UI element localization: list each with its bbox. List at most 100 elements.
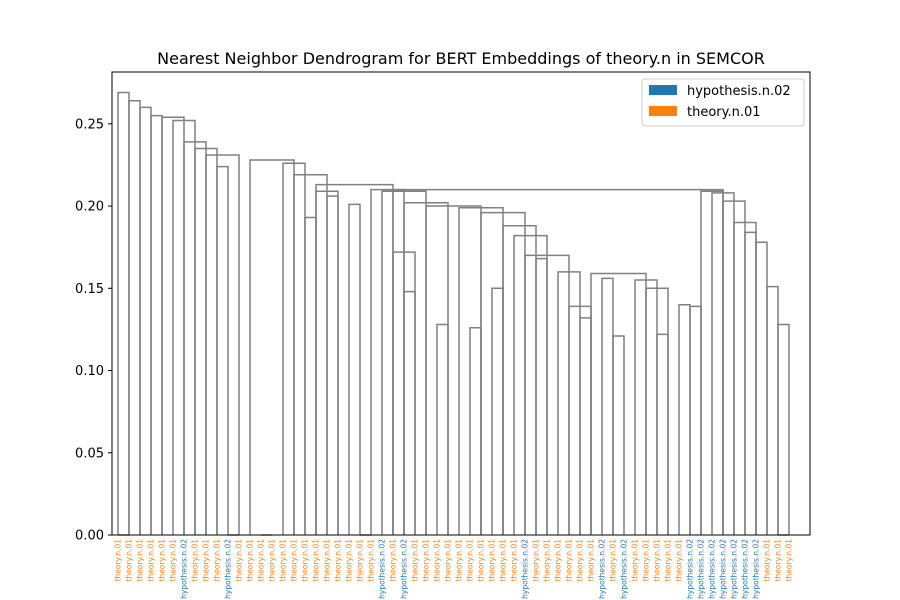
dendrogram-link (403, 290, 416, 535)
leaf-label: theory.n.01 (609, 539, 618, 582)
legend-box (641, 78, 805, 127)
leaf-label: theory.n.01 (477, 539, 486, 582)
legend: hypothesis.n.02 theory.n.01 (641, 78, 805, 127)
leaf-label: hypothesis.n.02 (686, 539, 695, 599)
leaf-label: theory.n.01 (246, 539, 255, 582)
dendrogram-link (249, 159, 295, 535)
leaf-label: theory.n.01 (257, 539, 266, 582)
plot-frame (111, 71, 811, 536)
leaf-label: theory.n.01 (433, 539, 442, 582)
leaf-label: hypothesis.n.02 (400, 539, 409, 599)
leaf-label: theory.n.01 (785, 539, 794, 582)
leaf-label: hypothesis.n.02 (224, 539, 233, 599)
dendrogram-link (590, 272, 647, 535)
y-tick-label: 0.15 (75, 282, 104, 297)
y-tick-label: 0.05 (75, 446, 104, 461)
y-axis: 0.00 0.05 0.10 0.15 0.20 0.25 (75, 117, 112, 544)
y-tick-label: 0.20 (75, 200, 104, 215)
leaf-label: theory.n.01 (554, 539, 563, 582)
legend-swatch-hypothesis (649, 85, 677, 95)
dendrogram-link (491, 287, 504, 535)
dendrogram-link (744, 231, 757, 535)
dendrogram-link (315, 183, 394, 535)
leaf-label: theory.n.01 (147, 539, 156, 582)
leaf-label: theory.n.01 (334, 539, 343, 582)
dendrogram-link (425, 205, 482, 535)
leaf-label: hypothesis.n.02 (598, 539, 607, 599)
dendrogram-link (117, 91, 130, 535)
leaf-label: theory.n.01 (631, 539, 640, 582)
leaf-label: theory.n.01 (455, 539, 464, 582)
dendrogram-link (469, 327, 482, 535)
dendrogram-link (128, 100, 141, 535)
chart-title: Nearest Neighbor Dendrogram for BERT Emb… (157, 49, 765, 68)
dendrogram-link (777, 323, 790, 535)
leaf-label: theory.n.01 (576, 539, 585, 582)
leaf-label: theory.n.01 (675, 539, 684, 582)
leaf-label: theory.n.01 (466, 539, 475, 582)
dendrogram-link (579, 317, 592, 535)
leaf-label: theory.n.01 (488, 539, 497, 582)
dendrogram-link (766, 285, 779, 535)
dendrogram-link (139, 106, 152, 535)
dendrogram-link (326, 195, 339, 535)
y-tick-label: 0.25 (75, 117, 104, 132)
leaf-label: theory.n.01 (290, 539, 299, 582)
leaf-label: hypothesis.n.02 (521, 539, 530, 599)
legend-label-theory: theory.n.01 (687, 105, 761, 120)
dendrogram-link (513, 234, 548, 535)
leaf-label: theory.n.01 (763, 539, 772, 582)
leaf-label: theory.n.01 (543, 539, 552, 582)
dendrogram-link (304, 216, 317, 535)
leaf-label: hypothesis.n.02 (378, 539, 387, 599)
leaf-label: theory.n.01 (158, 539, 167, 582)
dendrogram-link (656, 333, 669, 535)
dendrogram-link (678, 303, 691, 535)
leaf-label: theory.n.01 (323, 539, 332, 582)
leaf-label: theory.n.01 (411, 539, 420, 582)
leaf-label: theory.n.01 (213, 539, 222, 582)
leaf-label: theory.n.01 (202, 539, 211, 582)
dendrogram-link (293, 174, 328, 535)
leaf-label: hypothesis.n.02 (741, 539, 750, 599)
leaf-label: hypothesis.n.02 (752, 539, 761, 599)
legend-label-hypothesis: hypothesis.n.02 (687, 84, 791, 99)
leaf-label: theory.n.01 (499, 539, 508, 582)
leaf-label: theory.n.01 (235, 539, 244, 582)
leaf-label: theory.n.01 (587, 539, 596, 582)
dendrogram-link (348, 203, 361, 535)
leaf-label: hypothesis.n.02 (719, 539, 728, 599)
leaf-label: theory.n.01 (565, 539, 574, 582)
leaf-label: theory.n.01 (653, 539, 662, 582)
leaf-label: theory.n.01 (169, 539, 178, 582)
dendrogram-link (205, 154, 240, 535)
leaf-label: theory.n.01 (532, 539, 541, 582)
legend-swatch-theory (649, 106, 677, 116)
leaf-label: theory.n.01 (389, 539, 398, 582)
dendrogram-link (436, 323, 449, 535)
dendrogram-link (370, 188, 405, 535)
leaf-label: theory.n.01 (422, 539, 431, 582)
leaf-label: theory.n.01 (774, 539, 783, 582)
leaf-label: theory.n.01 (279, 539, 288, 582)
dendrogram-link (535, 257, 548, 535)
leaf-label: theory.n.01 (356, 539, 365, 582)
leaf-label: hypothesis.n.02 (180, 539, 189, 599)
dendrogram-link (689, 305, 702, 535)
dendrogram-link (612, 335, 625, 535)
leaf-label: theory.n.01 (125, 539, 134, 582)
dendrogram-link (216, 165, 229, 535)
leaf-label: theory.n.01 (301, 539, 310, 582)
leaf-label: theory.n.01 (444, 539, 453, 582)
leaf-label: hypothesis.n.02 (730, 539, 739, 599)
leaf-label: hypothesis.n.02 (697, 539, 706, 599)
dendrogram-link (601, 277, 614, 535)
dendrogram-link (502, 225, 537, 535)
leaf-label: hypothesis.n.02 (708, 539, 717, 599)
leaf-label: theory.n.01 (642, 539, 651, 582)
leaf-label: theory.n.01 (268, 539, 277, 582)
leaf-label: theory.n.01 (510, 539, 519, 582)
leaf-label: theory.n.01 (114, 539, 123, 582)
leaf-label: theory.n.01 (312, 539, 321, 582)
